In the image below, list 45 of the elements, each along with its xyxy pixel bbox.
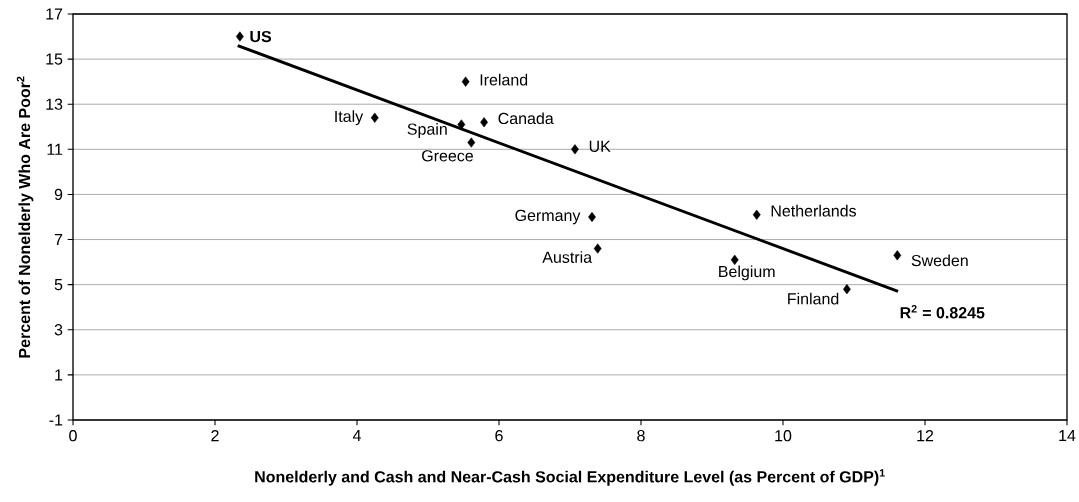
point <box>480 117 488 128</box>
y-tick-label: 7 <box>54 234 63 246</box>
y-tick-label: 13 <box>46 98 63 110</box>
x-tick-label: 14 <box>1059 430 1076 442</box>
point <box>730 254 739 265</box>
annotation: Italy <box>335 110 364 126</box>
annotation: Belgium <box>719 265 775 281</box>
y-tick-label: 1 <box>55 369 63 381</box>
x-tick-label: 10 <box>775 430 792 442</box>
y-tick-label: 15 <box>46 53 63 65</box>
x-tick-label: 8 <box>637 430 645 442</box>
point <box>893 250 902 261</box>
annotation: Germany <box>515 209 581 225</box>
point <box>461 76 470 87</box>
y-axis-title: Percent of Nonelderly Who Are Poor$^{2}$ <box>16 76 34 358</box>
point <box>843 284 851 295</box>
y-tick-label: 5 <box>54 279 63 291</box>
x-tick-label: 0 <box>69 430 77 442</box>
x-tick-label: 6 <box>495 430 503 442</box>
point <box>571 144 579 155</box>
y-tick-label: 9 <box>54 188 63 201</box>
y-tick-label: 17 <box>46 8 63 20</box>
x-tick-label: 4 <box>352 430 361 442</box>
x-tick-label: 2 <box>211 430 219 442</box>
y-tick-label: -1 <box>49 414 63 426</box>
annotation: Ireland <box>480 73 528 86</box>
y-tick-label: 11 <box>47 143 63 155</box>
annotation: UK <box>589 140 611 152</box>
annotation: Netherlands <box>771 204 857 217</box>
point <box>593 243 602 254</box>
annotation: Spain <box>407 123 447 138</box>
point <box>467 137 476 148</box>
annotation: Finland <box>788 292 839 305</box>
point <box>370 112 379 123</box>
x-axis-title: Nonelderly and Cash and Near-Cash Social Expenditure Level (as Percent of GDP)$^{1}$ <box>255 469 885 486</box>
annotation: US <box>250 30 272 43</box>
point <box>235 31 244 42</box>
y-tick-label: 3 <box>54 324 63 336</box>
annotation: Canada <box>498 112 554 125</box>
annotation: R$^{2}$ = 0.8245 <box>900 305 985 319</box>
point <box>752 209 761 220</box>
annotation: Greece <box>422 150 473 162</box>
annotation: Sweden <box>911 254 968 267</box>
x-tick-label: 12 <box>917 430 934 442</box>
annotation: Austria <box>542 251 593 263</box>
